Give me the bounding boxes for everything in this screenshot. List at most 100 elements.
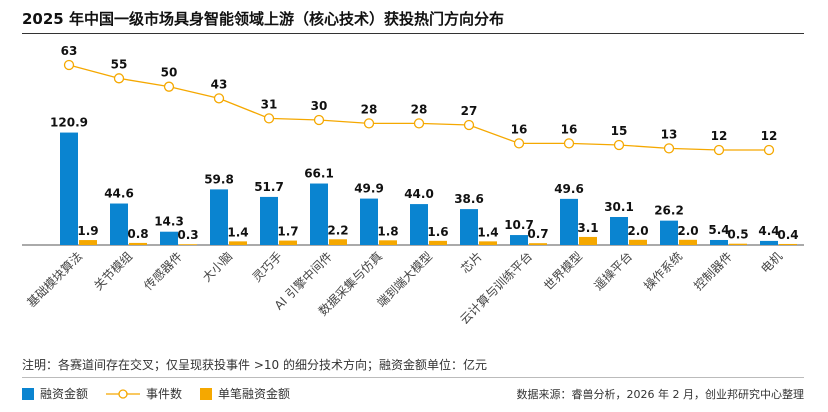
- x-tick-label: 关节模组: [91, 249, 135, 293]
- label-count: 63: [61, 44, 78, 58]
- label-amount: 38.6: [454, 192, 484, 206]
- legend-per: 单笔融资金额: [200, 385, 290, 402]
- label-amount: 44.0: [404, 187, 434, 201]
- x-tick-label: 芯片: [458, 249, 485, 276]
- x-tick-label: 遥操平台: [591, 249, 636, 294]
- bar-amount: [160, 231, 178, 245]
- point-count: [563, 138, 575, 149]
- label-amount: 66.1: [304, 167, 334, 181]
- label-count: 28: [361, 102, 378, 116]
- label-per: 1.9: [77, 224, 98, 238]
- legend-label: 事件数: [146, 387, 183, 401]
- label-count: 50: [161, 66, 178, 80]
- x-tick-label: 大小脑: [200, 249, 235, 284]
- label-count: 16: [561, 122, 578, 136]
- bar-amount: [510, 235, 528, 245]
- point-count: [463, 119, 475, 131]
- label-count: 12: [761, 129, 778, 143]
- x-tick-label: 传感器件: [141, 249, 186, 294]
- bar-amount: [610, 217, 628, 245]
- bar-amount: [560, 198, 578, 245]
- label-count: 55: [111, 57, 128, 71]
- bar-amount: [210, 189, 228, 245]
- label-count: 27: [461, 104, 478, 118]
- point-count: [63, 59, 75, 71]
- label-count: 28: [411, 102, 428, 116]
- bar-amount: [110, 203, 128, 245]
- bar-per: [129, 242, 147, 245]
- label-amount: 4.4: [758, 224, 779, 238]
- bar-per: [379, 240, 397, 245]
- point-count: [113, 73, 125, 84]
- bar-amount: [260, 196, 278, 245]
- label-amount: 49.6: [554, 182, 584, 196]
- chart: 120.9 1.9 基础模块算法 44.6 0.8 关节模组 14.30.3 传感器件 59.8…: [22, 44, 804, 327]
- x-tick-label: 灵巧手: [250, 249, 285, 284]
- label-per: 0.4: [777, 228, 798, 242]
- bar-per: [229, 241, 247, 245]
- legend-swatch: [22, 387, 34, 400]
- label-amount: 30.1: [604, 200, 634, 214]
- label-count: 12: [711, 129, 728, 143]
- label-per: 1.6: [427, 225, 448, 239]
- x-tick-label: 电机: [758, 249, 785, 276]
- label-amount: 5.4: [708, 223, 729, 237]
- label-amount: 10.7: [504, 218, 534, 232]
- bar-per: [679, 239, 697, 245]
- chart-title: 2025 年中国一级市场具身智能领域上游（核心技术）获投热门方向分布: [22, 10, 504, 28]
- bar-per: [779, 243, 797, 245]
- label-per: 0.7: [527, 227, 548, 241]
- bar-amount: [710, 239, 728, 245]
- chart-note: 注明：各赛道间存在交叉；仅呈现获投事件 >10 的细分技术方向；融资金额单位：亿…: [22, 358, 487, 372]
- legend-label: 单笔融资金额: [218, 387, 291, 401]
- label-amount: 26.2: [654, 204, 684, 218]
- legend-amount: 融资金额: [22, 385, 88, 402]
- bar-per: [179, 244, 197, 245]
- legend-label: 融资金额: [40, 387, 89, 401]
- bar-per: [579, 236, 597, 245]
- x-tick-label: 操作系统: [641, 249, 686, 294]
- footer-divider: [22, 377, 804, 378]
- point-count: [613, 139, 625, 151]
- point-count: [163, 81, 175, 92]
- label-count: 30: [311, 99, 328, 113]
- label-count: 43: [211, 77, 228, 91]
- point-count: [263, 113, 275, 124]
- bar-amount: [60, 132, 78, 245]
- legend: 融资金额 事件数 单笔融资金额: [22, 385, 290, 402]
- label-count: 16: [511, 122, 528, 136]
- point-count: [413, 118, 425, 129]
- label-per: 1.7: [277, 225, 298, 239]
- label-per: 0.5: [727, 228, 748, 242]
- bar-per: [729, 243, 747, 245]
- label-per: 0.8: [127, 227, 148, 241]
- label-count: 13: [661, 127, 678, 141]
- bar-per: [429, 240, 447, 245]
- title-divider: [22, 33, 804, 34]
- legend-swatch: [200, 387, 213, 400]
- bar-per: [479, 241, 497, 245]
- x-tick-label: 世界模型: [541, 249, 585, 293]
- point-count: [763, 144, 775, 156]
- x-tick-label: 基础模块算法: [24, 249, 86, 311]
- label-amount: 59.8: [204, 172, 234, 186]
- label-count: 15: [611, 124, 628, 138]
- bar-amount: [660, 220, 678, 245]
- point-count: [663, 143, 675, 154]
- label-per: 1.8: [377, 224, 398, 238]
- label-per: 2.2: [327, 223, 348, 237]
- label-amount: 14.3: [154, 215, 184, 229]
- bar-per: [79, 240, 97, 245]
- bar-amount: [360, 198, 378, 245]
- label-per: 0.3: [177, 228, 198, 242]
- point-count: [313, 114, 325, 126]
- point-count: [513, 138, 525, 149]
- bar-per: [529, 243, 547, 245]
- label-per: 1.4: [227, 225, 248, 239]
- label-per: 2.0: [627, 224, 648, 238]
- label-per: 2.0: [677, 224, 698, 238]
- point-count: [213, 93, 225, 104]
- bar-amount: [310, 183, 328, 245]
- bar-amount: [460, 209, 478, 245]
- label-per: 1.4: [477, 225, 498, 239]
